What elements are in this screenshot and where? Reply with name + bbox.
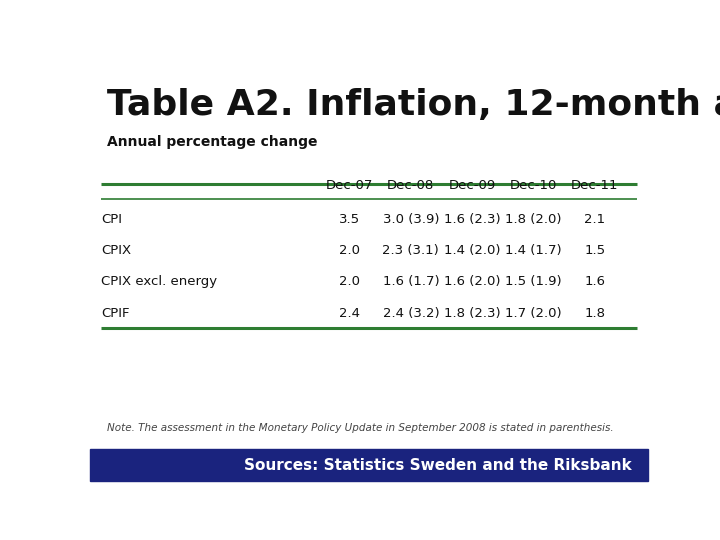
Text: 1.7 (2.0): 1.7 (2.0) bbox=[505, 307, 562, 320]
Text: 1.6: 1.6 bbox=[585, 275, 606, 288]
Text: 1.5 (1.9): 1.5 (1.9) bbox=[505, 275, 562, 288]
Text: 2.3 (3.1): 2.3 (3.1) bbox=[382, 244, 439, 257]
Text: 1.8 (2.3): 1.8 (2.3) bbox=[444, 307, 500, 320]
Text: 1.6 (2.3): 1.6 (2.3) bbox=[444, 213, 500, 226]
Text: 1.6 (1.7): 1.6 (1.7) bbox=[382, 275, 439, 288]
Text: 2.0: 2.0 bbox=[339, 275, 360, 288]
Text: Sources: Statistics Sweden and the Riksbank: Sources: Statistics Sweden and the Riksb… bbox=[243, 458, 631, 472]
Text: 1.8 (2.0): 1.8 (2.0) bbox=[505, 213, 562, 226]
Text: Note. The assessment in the Monetary Policy Update in September 2008 is stated i: Note. The assessment in the Monetary Pol… bbox=[107, 423, 613, 433]
Text: 2.1: 2.1 bbox=[585, 213, 606, 226]
Text: 1.4 (1.7): 1.4 (1.7) bbox=[505, 244, 562, 257]
Text: 1.5: 1.5 bbox=[585, 244, 606, 257]
Text: CPIF: CPIF bbox=[101, 307, 130, 320]
Text: Dec-07: Dec-07 bbox=[325, 179, 373, 192]
Text: 3.0 (3.9): 3.0 (3.9) bbox=[382, 213, 439, 226]
Text: CPI: CPI bbox=[101, 213, 122, 226]
Text: Dec-11: Dec-11 bbox=[571, 179, 618, 192]
Text: Annual percentage change: Annual percentage change bbox=[107, 136, 318, 150]
Text: Table A2. Inflation, 12-month average: Table A2. Inflation, 12-month average bbox=[107, 87, 720, 122]
Text: Dec-08: Dec-08 bbox=[387, 179, 434, 192]
Text: 2.4: 2.4 bbox=[339, 307, 360, 320]
Text: CPIX excl. energy: CPIX excl. energy bbox=[101, 275, 217, 288]
Text: Dec-09: Dec-09 bbox=[449, 179, 496, 192]
Text: 2.4 (3.2): 2.4 (3.2) bbox=[382, 307, 439, 320]
Text: 1.6 (2.0): 1.6 (2.0) bbox=[444, 275, 500, 288]
Text: SVERIGES
RIKSBANK: SVERIGES RIKSBANK bbox=[633, 64, 681, 83]
Text: 2.0: 2.0 bbox=[339, 244, 360, 257]
Bar bbox=[90, 449, 648, 481]
Text: CPIX: CPIX bbox=[101, 244, 131, 257]
Text: 1.8: 1.8 bbox=[585, 307, 606, 320]
Text: 1.4 (2.0): 1.4 (2.0) bbox=[444, 244, 500, 257]
Text: Dec-10: Dec-10 bbox=[510, 179, 557, 192]
Text: 3.5: 3.5 bbox=[339, 213, 360, 226]
